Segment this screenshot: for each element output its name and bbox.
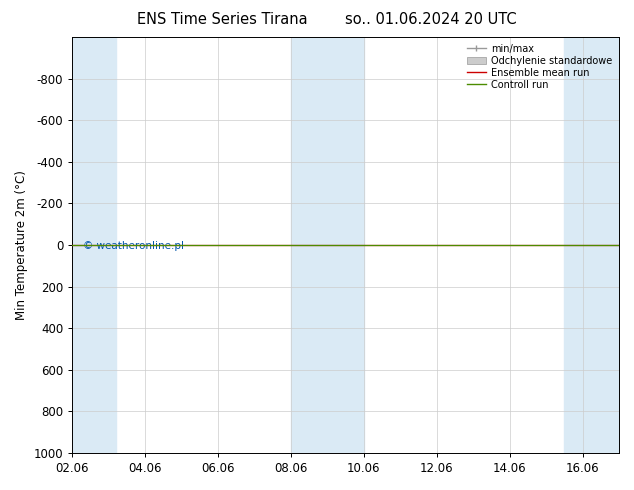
Bar: [72, 37, 116, 453]
Text: ENS Time Series Tirana: ENS Time Series Tirana: [136, 12, 307, 27]
Legend: min/max, Odchylenie standardowe, Ensemble mean run, Controll run: min/max, Odchylenie standardowe, Ensembl…: [465, 42, 614, 92]
Text: © weatheronline.pl: © weatheronline.pl: [83, 241, 184, 251]
Bar: [291, 37, 364, 453]
Bar: [564, 37, 619, 453]
Text: so.. 01.06.2024 20 UTC: so.. 01.06.2024 20 UTC: [346, 12, 517, 27]
Y-axis label: Min Temperature 2m (°C): Min Temperature 2m (°C): [15, 170, 28, 320]
